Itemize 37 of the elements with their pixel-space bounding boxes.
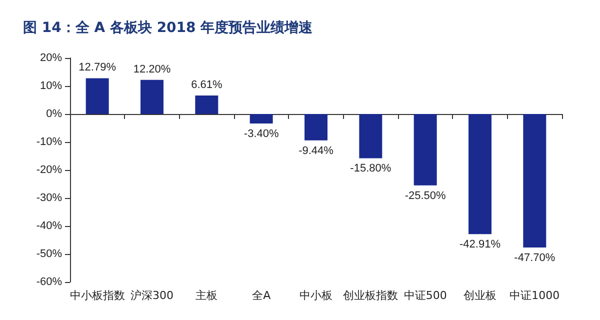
data-label: 12.20% bbox=[133, 63, 171, 76]
data-label: -25.50% bbox=[404, 190, 446, 202]
y-tick-label: -10% bbox=[36, 136, 62, 148]
data-label: 6.61% bbox=[191, 78, 222, 91]
bar bbox=[304, 114, 328, 140]
y-tick-label: -20% bbox=[36, 164, 62, 176]
x-tick-label: 中小板指数 bbox=[70, 289, 125, 302]
bar bbox=[414, 114, 437, 186]
data-label: -42.91% bbox=[460, 238, 501, 251]
data-label: -47.70% bbox=[514, 252, 556, 264]
x-tick-label: 主板 bbox=[196, 289, 218, 302]
y-tick-label: 20% bbox=[40, 52, 62, 64]
data-label: 12.79% bbox=[78, 62, 116, 74]
y-tick-label: 0% bbox=[46, 108, 62, 120]
bar bbox=[523, 114, 546, 248]
x-tick-label: 全A bbox=[252, 289, 272, 302]
bar bbox=[195, 95, 218, 114]
bar bbox=[86, 78, 109, 114]
x-tick-label: 中证500 bbox=[404, 289, 447, 302]
chart-title: 图 14：全 A 各板块 2018 年度预告业绩增速 bbox=[23, 19, 314, 36]
bar bbox=[140, 80, 164, 114]
bar bbox=[250, 114, 273, 124]
x-tick-label: 沪深300 bbox=[130, 289, 174, 302]
x-tick-label: 中证1000 bbox=[510, 289, 560, 302]
x-tick-label: 创业板 bbox=[464, 289, 496, 302]
data-label: -3.40% bbox=[244, 128, 279, 140]
bar bbox=[468, 114, 492, 234]
data-label: -9.44% bbox=[298, 144, 334, 157]
y-tick-label: -40% bbox=[36, 220, 62, 232]
data-label: -15.80% bbox=[350, 162, 392, 175]
x-tick-label: 中小板 bbox=[300, 289, 332, 302]
y-tick-label: -60% bbox=[36, 276, 62, 288]
y-tick-label: -30% bbox=[36, 192, 62, 204]
y-tick-label: 10% bbox=[40, 80, 62, 92]
bar bbox=[359, 114, 382, 158]
x-tick-label: 创业板指数 bbox=[343, 289, 398, 302]
y-tick-label: -50% bbox=[36, 248, 62, 260]
